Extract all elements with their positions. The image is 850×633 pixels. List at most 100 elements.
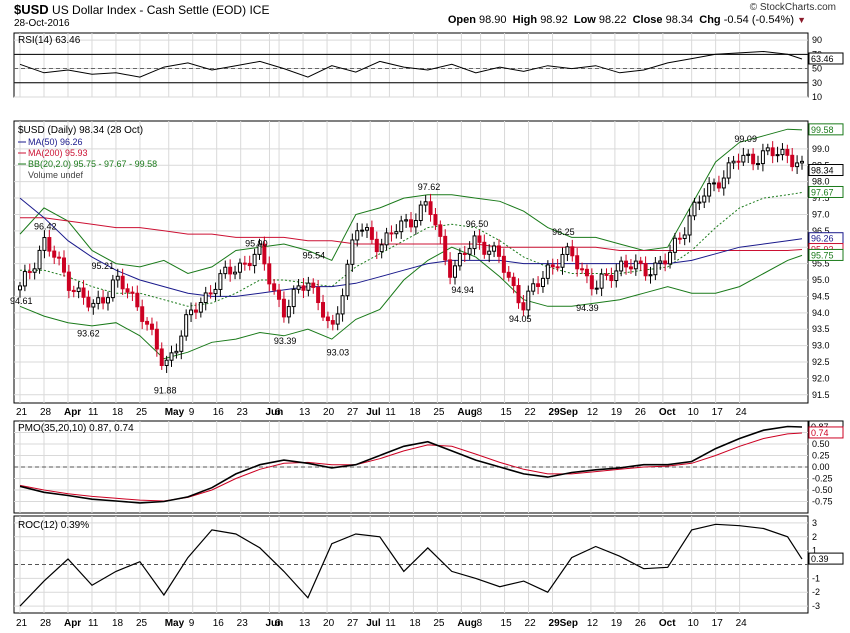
candle [672,237,677,253]
price-annotation: 96.50 [466,219,489,229]
candle [697,201,702,204]
exchange: ICE [249,3,270,17]
candle [531,283,536,292]
y-tick-label: -0.50 [812,485,833,495]
y-tick-label: 93.0 [812,341,830,351]
candle [96,297,101,304]
candle [61,257,66,273]
candle [66,271,71,291]
candle [790,154,795,168]
x-tick-label: 22 [525,407,537,418]
candle [452,265,457,278]
candle [413,220,418,228]
candle [433,214,438,226]
x-tick-label: 18 [409,407,421,418]
x-tick-label: Oct [659,407,676,418]
candle [335,313,340,325]
candle [658,260,663,264]
x-tick-label: Aug [457,407,476,418]
brand-watermark[interactable]: © StockCharts.com [749,2,836,13]
candle [286,306,291,318]
candle [731,160,736,164]
candle [374,238,379,253]
candle [800,160,804,164]
candle [648,274,653,277]
candle [316,286,321,304]
y-tick-label: 92.5 [812,357,830,367]
price-right-label: 98.34 [811,166,834,176]
x-tick-label: 22 [525,618,537,629]
y-tick-label: 1 [812,546,817,556]
x-tick-label: May [165,618,185,629]
candle [184,314,189,337]
candle [712,182,717,185]
candle [301,285,306,291]
candle [130,291,135,294]
x-tick-label: May [165,407,185,418]
candle [379,244,384,253]
candle [692,201,697,217]
candle [741,154,746,163]
candle [540,277,545,287]
candle [340,295,345,315]
candle [52,250,57,258]
x-tick-label: Aug [457,618,476,629]
x-tick-label: 29Sep [549,618,578,629]
x-tick-label: 12 [587,618,599,629]
candle [526,290,531,311]
x-tick-label: 24 [736,407,748,418]
candle [472,235,477,250]
change-value: -0.54 (-0.54%) [723,14,795,26]
candle [765,147,770,152]
ohlc-summary: Open 98.90 High 98.92 Low 98.22 Close 98… [447,14,806,26]
candle [233,271,238,275]
y-tick-label: -0.75 [812,497,833,507]
candle [257,243,262,255]
x-tick-label: 6 [275,407,281,418]
x-tick-label: 23 [237,407,249,418]
candle [105,297,110,304]
candle [555,266,560,269]
candle [350,239,355,265]
x-tick-label: 28 [40,407,52,418]
candle [355,230,360,241]
candle [330,320,335,325]
price-right-label-box [808,123,844,136]
candle [203,292,208,304]
candle [624,260,629,268]
y-tick-label: 91.5 [812,390,830,400]
candle [37,249,42,270]
candle [311,282,316,288]
x-tick-label: Jul [366,618,381,629]
candle [438,224,443,237]
price-annotation: 99.09 [734,134,757,144]
candle [428,201,433,216]
candle [57,256,62,259]
candle [71,289,76,293]
y-tick-label: -3 [812,601,820,611]
y-tick-label: 0.00 [812,462,830,472]
candle [169,352,174,361]
price-right-label: 96.26 [811,234,834,244]
pmo-signal-value-box [808,426,844,439]
price-annotation: 94.61 [10,296,33,306]
candle [218,273,223,290]
x-tick-label: 9 [189,618,195,629]
x-tick-label: 25 [433,407,445,418]
y-tick-label: 94.0 [812,308,830,318]
price-annotation: 94.05 [509,314,532,324]
candle [154,328,159,350]
candle [135,292,140,308]
x-tick-label: 8 [477,618,483,629]
x-tick-label: 25 [136,618,148,629]
candle [145,320,150,325]
candle [643,262,648,277]
candle [736,160,741,163]
candle [580,268,585,271]
candle [272,283,277,291]
ma50-legend: MA(50) 96.26 [28,137,83,147]
candle [76,287,81,293]
candle [115,275,120,281]
symbol: $USD [14,2,49,17]
